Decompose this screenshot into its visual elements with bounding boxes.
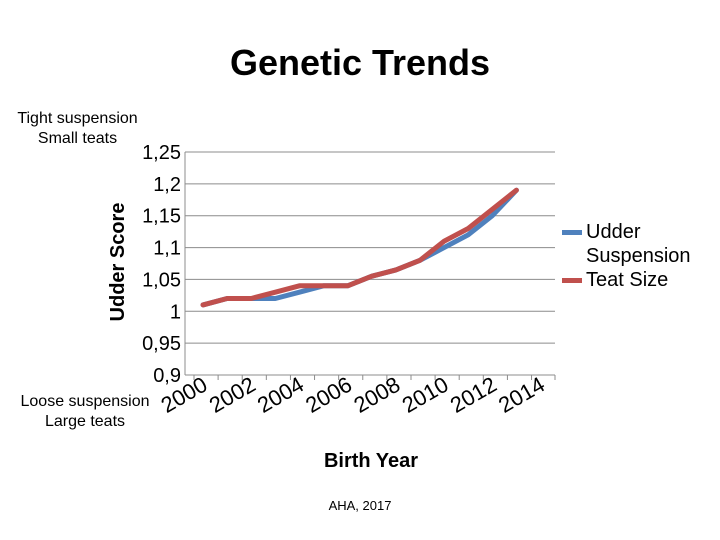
source-credit: AHA, 2017 (328, 498, 392, 513)
y-tick-label: 1 (170, 301, 181, 323)
x-tick-label: 2010 (398, 372, 453, 418)
y-tick-label: 1,05 (142, 269, 181, 291)
legend-label-teat-size: Teat Size (586, 269, 669, 291)
x-tick-label: 2014 (494, 372, 549, 418)
legend-swatch-teat-size (562, 278, 582, 283)
y-tick-label: 1,15 (142, 206, 181, 228)
legend-item-teat-size: Teat Size (562, 268, 720, 292)
y-tick-label: 1,1 (153, 238, 181, 260)
legend-swatch-udder-suspension (562, 230, 582, 235)
x-tick-label: 2004 (253, 372, 308, 418)
legend-item-udder-suspension: Udder Suspension (562, 220, 720, 268)
annotation-bottom: Loose suspension Large teats (20, 393, 150, 430)
y-tick-labels: 1,25 1,2 1,15 1,1 1,05 1 0,95 0,9 (142, 142, 181, 387)
x-tick-label: 2012 (446, 372, 501, 418)
y-tick-label: 1,2 (153, 174, 181, 196)
legend: Udder Suspension Teat Size (562, 220, 720, 292)
series-line-teat-size (200, 187, 519, 308)
y-tick-label: 0,95 (142, 333, 181, 355)
annotation-top: Tight suspension Small teats (17, 110, 138, 147)
x-tick-label: 2008 (349, 372, 404, 418)
x-tick-label: 2006 (301, 372, 356, 418)
y-axis-label: Udder Score (107, 203, 129, 322)
series-lines (200, 187, 519, 308)
chart-title: Genetic Trends (229, 42, 491, 83)
y-tick-label: 0,9 (153, 365, 181, 387)
axes (184, 152, 556, 380)
gridlines (185, 151, 555, 376)
legend-label-udder-suspension: Udder Suspension (586, 221, 691, 267)
y-tick-label: 1,25 (142, 142, 181, 164)
x-tick-label: 2002 (205, 372, 260, 418)
x-axis-label: Birth Year (324, 450, 418, 472)
